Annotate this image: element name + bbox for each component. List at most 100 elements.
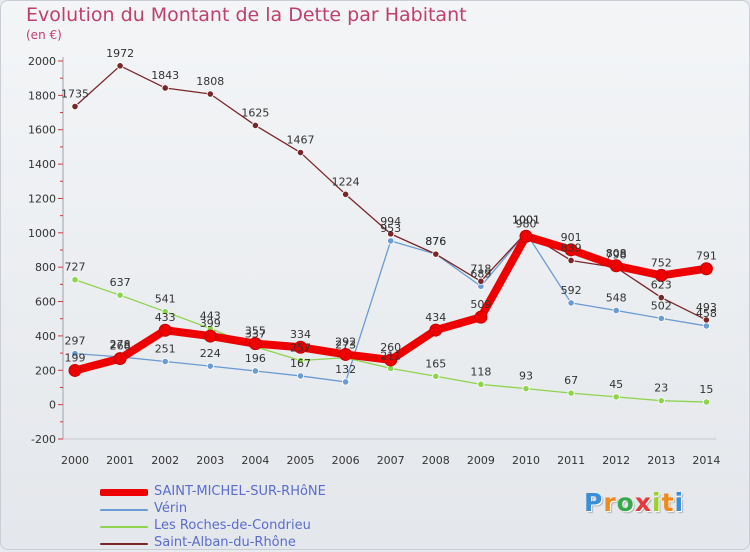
data-label-2: 257: [290, 341, 311, 354]
x-tick-label: 2005: [287, 454, 315, 467]
series-point-1: [71, 350, 79, 358]
series-point-3: [702, 316, 711, 324]
x-tick-label: 2014: [692, 454, 720, 467]
series-point-2: [71, 276, 79, 284]
data-label-1: 297: [65, 335, 86, 348]
data-label-2: 273: [335, 339, 356, 352]
data-label-0: 509: [470, 298, 491, 311]
data-label-1: 132: [335, 363, 356, 376]
series-point-2: [477, 380, 485, 388]
y-tick-label: 800: [35, 261, 56, 274]
data-label-1: 196: [245, 352, 266, 365]
data-label-0: 399: [200, 317, 221, 330]
series-point-1: [251, 367, 259, 375]
series-point-3: [116, 62, 124, 70]
y-tick-label: -200: [31, 433, 56, 446]
series-point-3: [657, 293, 665, 302]
series-point-1: [567, 299, 575, 307]
data-label-2: 67: [564, 374, 578, 387]
chart-axes: -200 0 200 400 600 800 1000 1200 1400 1600 1800 200…: [28, 55, 720, 467]
data-label-3: 623: [651, 279, 672, 292]
x-tick-label: 2000: [61, 454, 89, 467]
series-point-0: [339, 347, 353, 361]
data-label-1: 876: [425, 235, 446, 248]
data-label-3: 1625: [241, 106, 269, 119]
series-point-2: [116, 291, 124, 299]
series-point-0: [68, 363, 82, 377]
series-point-0: [294, 340, 307, 354]
series-point-1: [341, 378, 350, 386]
series-point-0: [158, 323, 172, 337]
data-label-3: 493: [696, 301, 717, 314]
y-tick-label: 1000: [28, 227, 56, 240]
series-point-1: [612, 306, 620, 315]
series-point-0: [609, 259, 623, 273]
series-point-3: [251, 121, 259, 130]
data-label-3: 1467: [287, 134, 315, 147]
data-label-0: 901: [561, 231, 582, 244]
logo-letter: o: [616, 488, 635, 517]
data-label-0: 292: [335, 335, 356, 348]
data-label-3: 798: [606, 249, 627, 262]
y-tick-label: 1200: [28, 192, 56, 205]
y-tick-label: 1800: [28, 89, 56, 102]
legend-swatch-roches: [100, 526, 148, 528]
series-point-1: [161, 357, 169, 366]
series-point-1: [206, 362, 214, 370]
proxiti-logo: Proxiti: [584, 488, 684, 517]
x-tick-label: 2013: [647, 454, 675, 467]
legend-swatch-saint-alban: [100, 543, 148, 545]
data-label-2: 211: [380, 349, 401, 362]
data-label-3: 718: [470, 262, 491, 275]
series-point-2: [657, 397, 665, 405]
x-tick-label: 2004: [241, 454, 269, 467]
series-point-3: [567, 256, 575, 265]
series-point-2: [612, 393, 620, 401]
data-label-2: 541: [155, 293, 176, 306]
data-label-1: 224: [200, 347, 221, 360]
legend-label-verin: Vérin: [154, 501, 188, 516]
data-label-3: 1843: [151, 69, 179, 82]
data-label-0: 199: [65, 351, 86, 364]
logo-letter: r: [603, 488, 617, 517]
data-label-2: 337: [245, 328, 266, 341]
data-label-2: 727: [65, 261, 86, 274]
data-label-1: 278: [110, 338, 131, 351]
series-point-3: [477, 277, 485, 285]
logo-letter: i: [674, 488, 685, 517]
x-tick-label: 2003: [196, 454, 224, 467]
x-tick-label: 2007: [377, 454, 405, 467]
series-point-0: [384, 353, 398, 367]
data-label-2: 118: [470, 365, 491, 378]
series-point-3: [296, 148, 305, 157]
data-label-2: 45: [609, 378, 623, 391]
data-label-1: 1001: [512, 214, 540, 227]
data-label-1: 953: [380, 222, 401, 235]
series-point-0: [564, 243, 578, 257]
x-tick-label: 2012: [602, 454, 630, 467]
data-label-3: 839: [561, 241, 582, 254]
x-tick-label: 2011: [557, 454, 585, 467]
chart-series: [68, 62, 713, 406]
series-point-3: [206, 90, 214, 98]
series-point-0: [699, 262, 713, 276]
series-point-2: [432, 372, 440, 380]
data-label-2: 23: [654, 382, 668, 395]
series-point-0: [519, 229, 533, 243]
chart-data-labels: 1735 1972 1843 1808 1625 1467 1224 994 876 718 100…: [61, 47, 717, 396]
series-point-2: [567, 389, 575, 397]
series-point-0: [113, 352, 127, 366]
data-label-0: 334: [290, 328, 311, 341]
data-label-0: 433: [155, 311, 176, 324]
x-tick-label: 2010: [512, 454, 540, 467]
data-label-3: 1001: [512, 214, 540, 227]
series-point-3: [432, 250, 440, 258]
chart-title: Evolution du Montant de la Dette par Hab…: [26, 4, 467, 26]
series-point-3: [341, 190, 350, 198]
series-point-0: [474, 310, 488, 324]
y-tick-label: 1400: [28, 158, 56, 171]
series-point-3: [71, 102, 79, 111]
data-label-3: 1735: [61, 88, 89, 101]
